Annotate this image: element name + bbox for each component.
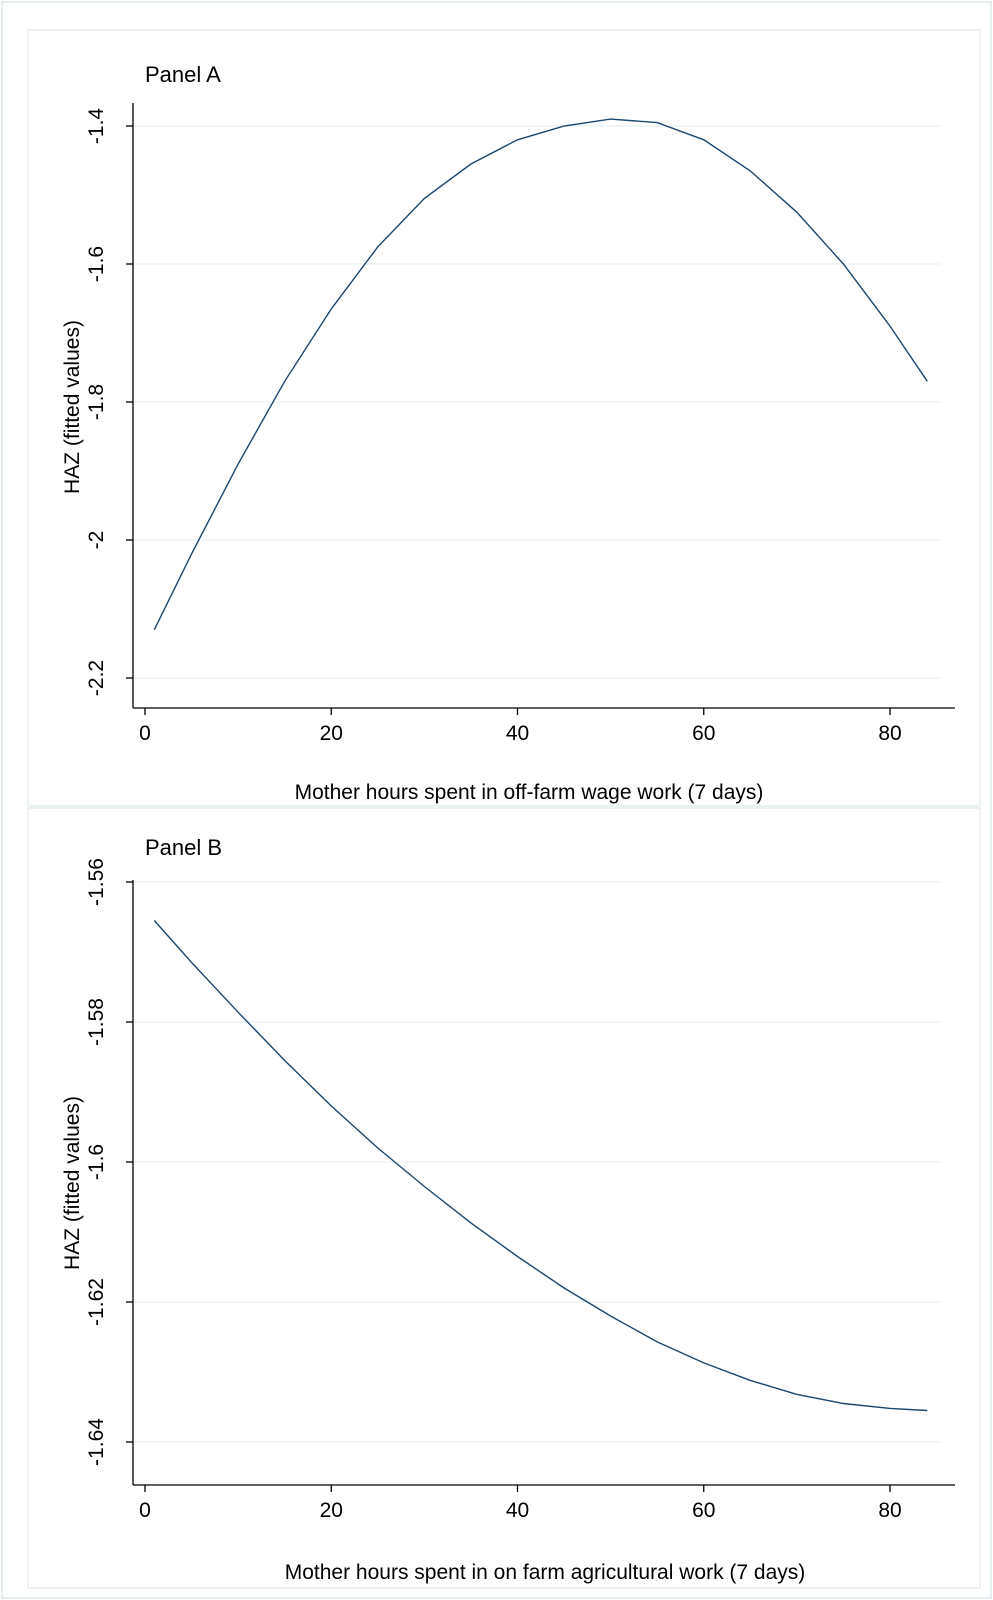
panel-a-ticks: -2.2 -2 -1.8 -1.6 -1.4 0 20 40 60 80	[85, 108, 902, 745]
panel-b-fitted-line	[153, 920, 928, 1412]
y-tick-label: -2.2	[85, 660, 108, 696]
y-tick-label: -1.6	[85, 246, 108, 282]
y-tick-label: -1.56	[85, 858, 108, 906]
panel-b-gridlines	[133, 881, 940, 1443]
x-tick-label: 0	[139, 722, 151, 745]
panel-a-x-axis-title: Mother hours spent in off-farm wage work…	[295, 781, 764, 804]
panel-b-y-axis-title: HAZ (fitted values)	[61, 1096, 84, 1270]
panel-b-background	[27, 807, 981, 1589]
y-tick-label: -1.58	[85, 998, 108, 1046]
y-tick-label: -1.4	[85, 108, 108, 145]
x-tick-label: 0	[139, 1499, 151, 1522]
panel-a-gridlines	[133, 125, 940, 679]
panel-b-title: Panel B	[145, 835, 222, 860]
x-tick-label: 40	[506, 1499, 529, 1522]
y-tick-label: -2	[85, 531, 108, 550]
panel-a-fitted-line	[153, 118, 928, 631]
panel-a-background	[27, 29, 981, 807]
y-tick-label: -1.62	[85, 1278, 108, 1326]
y-tick-label: -1.64	[85, 1418, 108, 1466]
panel-a-y-axis-title: HAZ (fitted values)	[61, 320, 84, 494]
panel-a-title: Panel A	[145, 62, 221, 87]
y-tick-label: -1.6	[85, 1144, 108, 1180]
y-tick-label: -1.8	[85, 384, 108, 420]
panel-a: Panel A -2.2 -2 -1.8 -1.6 -1.4 0 20 40 60 80 Moth…	[27, 29, 981, 807]
x-tick-label: 60	[692, 722, 715, 745]
x-tick-label: 80	[878, 722, 901, 745]
panel-b-x-axis-title: Mother hours spent in on farm agricultur…	[285, 1561, 806, 1584]
x-tick-label: 20	[320, 1499, 343, 1522]
x-tick-label: 20	[320, 722, 343, 745]
panel-b: Panel B -1.64 -1.62 -1.6 -1.58 -1.56 0 20 40 60 8…	[27, 807, 981, 1589]
x-tick-label: 40	[506, 722, 529, 745]
panel-b-ticks: -1.64 -1.62 -1.6 -1.58 -1.56 0 20 40 60 80	[85, 858, 902, 1522]
x-tick-label: 80	[878, 1499, 901, 1522]
x-tick-label: 60	[692, 1499, 715, 1522]
